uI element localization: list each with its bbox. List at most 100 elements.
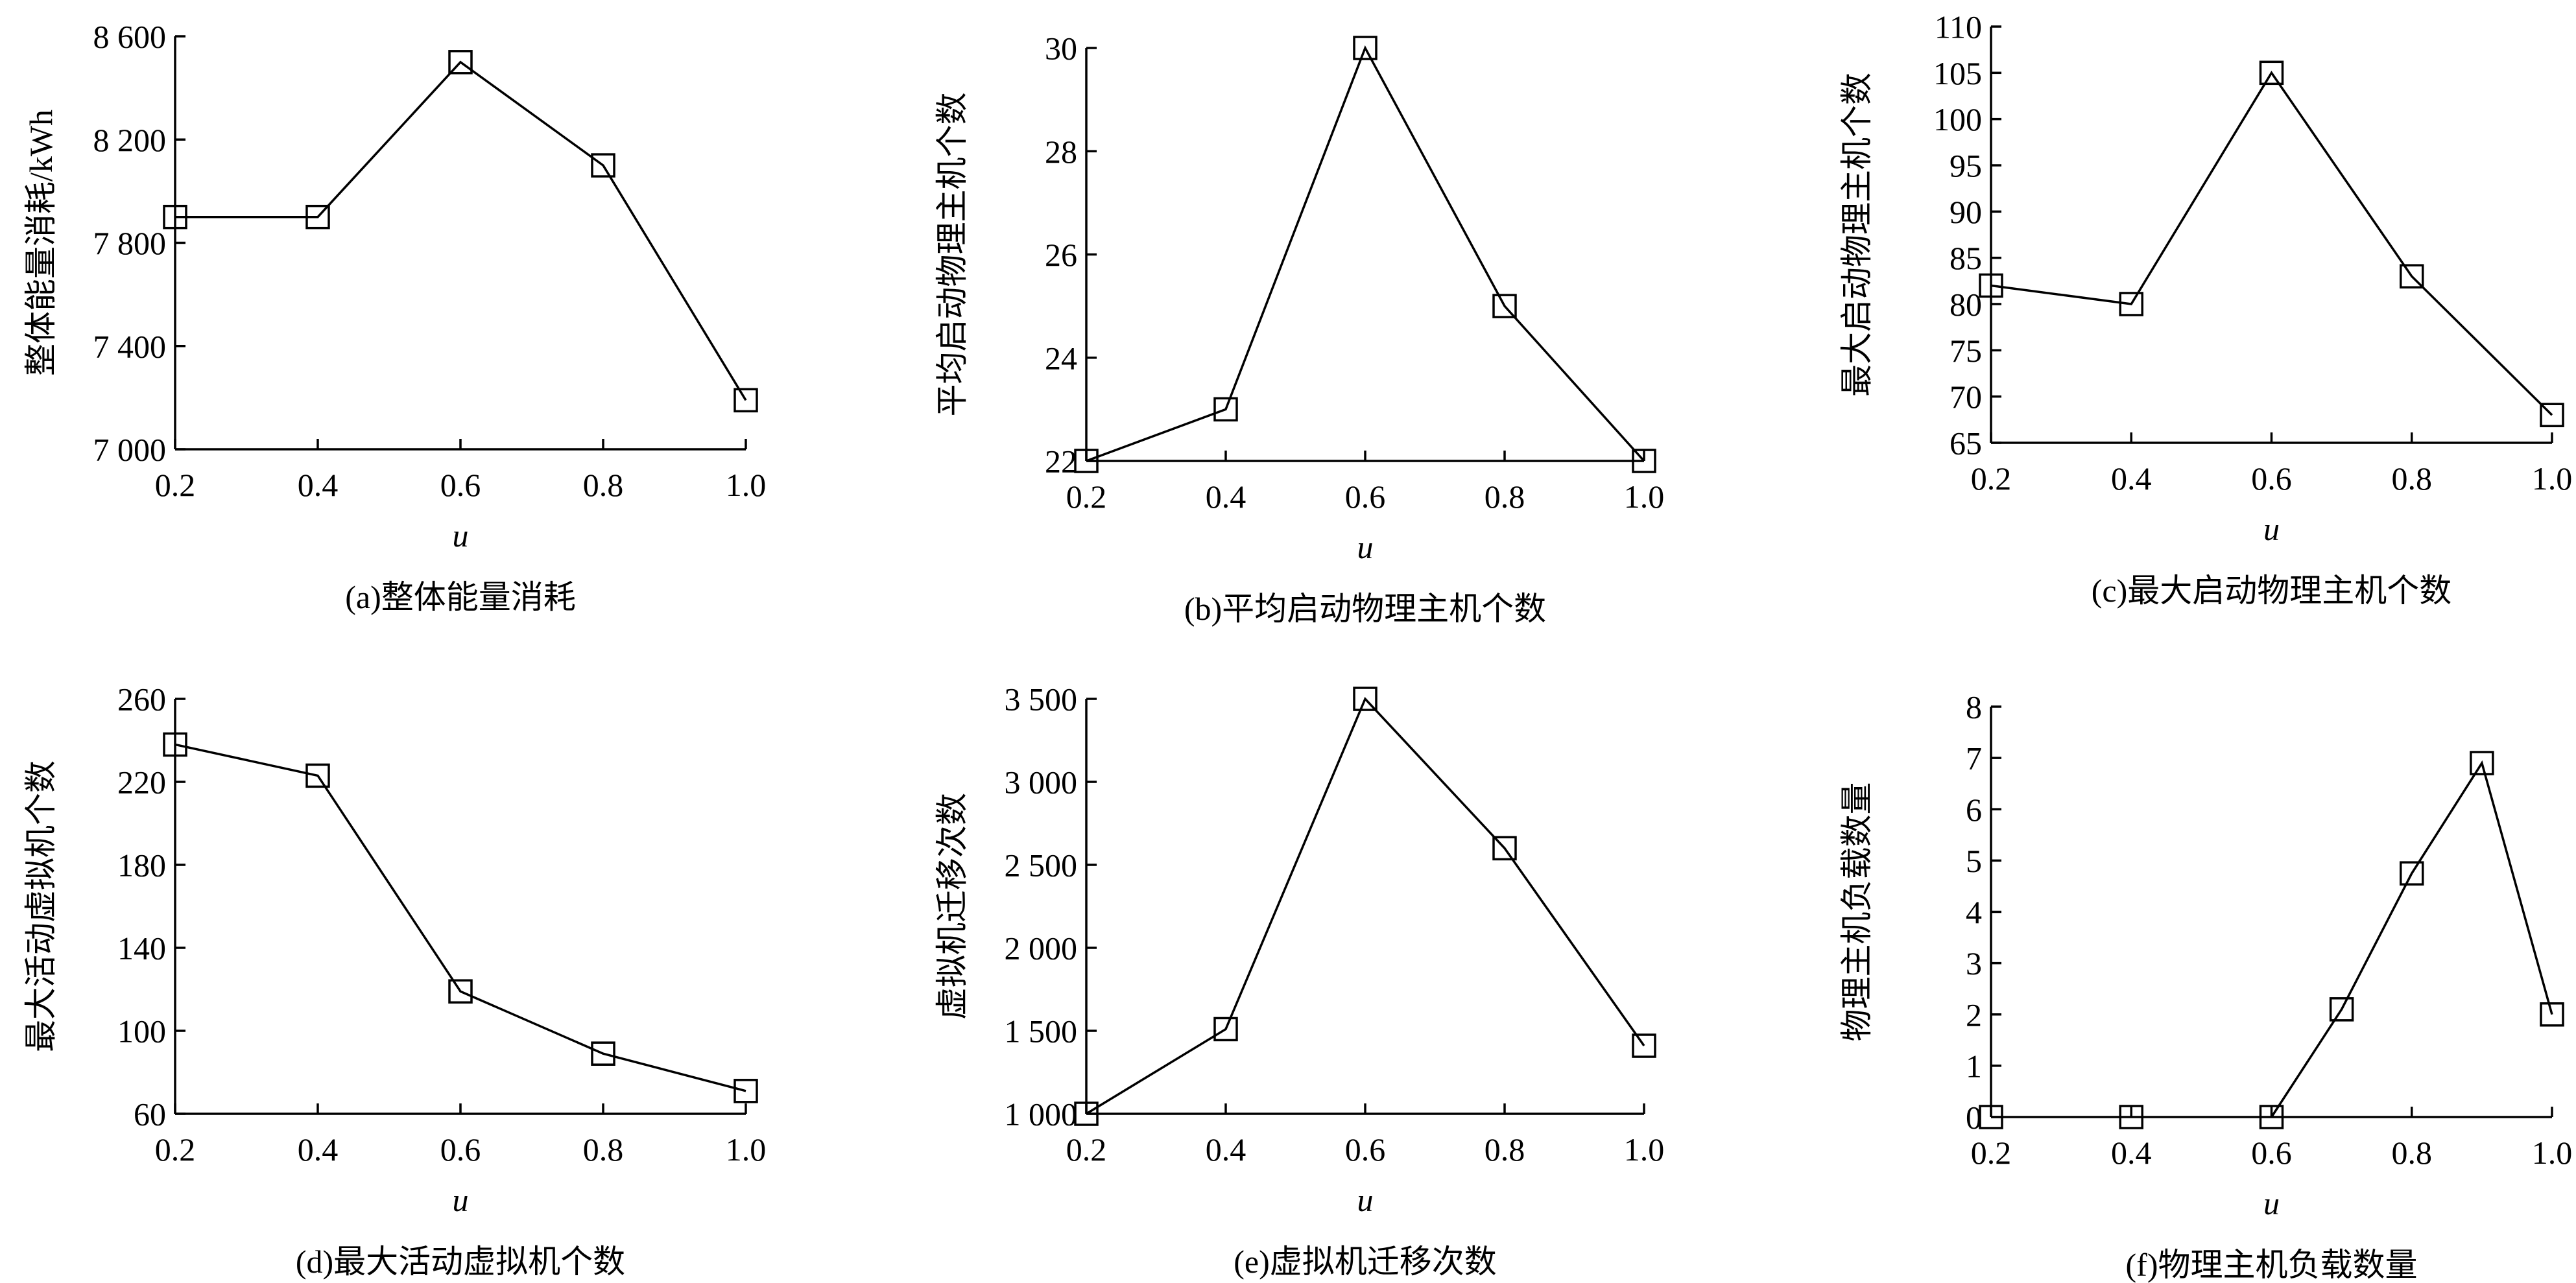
x-tick-label: 0.4: [2111, 1135, 2152, 1171]
y-tick-label: 3 000: [1005, 764, 1078, 801]
y-tick-label: 7 400: [93, 328, 167, 364]
x-axis-label: u: [1357, 1182, 1374, 1218]
chart-panel-b: 22 24 26 28 30 0.2 0.4 0.6 0.8 1.0 u 平均启动物理主机个数 (b)平…: [934, 30, 1664, 628]
y-tick-label: 7 800: [93, 225, 167, 261]
y-tick-label: 22: [1045, 443, 1077, 480]
y-axis-label: 整体能量消耗/kWh: [23, 110, 59, 376]
series-line: [174, 743, 746, 1092]
y-tick-label: 8 200: [93, 122, 167, 158]
x-tick-label: 0.8: [2392, 460, 2433, 497]
x-tick-label: 0.8: [2392, 1135, 2433, 1171]
chart-caption: (d)最大活动虚拟机个数: [296, 1243, 625, 1280]
data-point-marker: [448, 979, 473, 1004]
chart-caption: (e)虚拟机迁移次数: [1234, 1243, 1497, 1280]
y-tick-label: 100: [117, 1013, 166, 1050]
y-tick-label: 75: [1950, 333, 1982, 369]
chart-panel-a: 7 000 7 400 7 800 8 200 8 600 0.2 0.4 0.6 0.8 1.0…: [23, 19, 766, 616]
data-point-marker: [2119, 292, 2143, 316]
x-tick-label: 0.6: [440, 1131, 481, 1168]
data-point-marker: [163, 204, 187, 230]
y-axis-label: 物理主机负载数量: [1839, 783, 1875, 1042]
data-point-marker: [1492, 294, 1517, 318]
data-point-marker: [1074, 449, 1099, 473]
series-line: [2271, 760, 2553, 1118]
data-point-marker: [591, 153, 615, 178]
x-tick-label: 0.2: [1971, 1135, 2012, 1171]
y-axis-label: 虚拟机迁移次数: [934, 793, 970, 1020]
y-tick-label: 1 000: [1005, 1096, 1078, 1133]
x-tick-label: 0.4: [298, 467, 339, 503]
y-tick-label: 100: [1933, 101, 1982, 137]
data-point-marker: [1979, 273, 2003, 298]
data-point-marker: [1632, 449, 1656, 473]
data-point-marker: [2540, 403, 2564, 427]
series-line: [1086, 696, 1645, 1115]
y-tick-label: 1: [1966, 1048, 1982, 1084]
chart-caption: (c)最大启动物理主机个数: [2092, 572, 2452, 609]
chart-caption: (a)整体能量消耗: [345, 579, 576, 615]
data-point-marker: [448, 50, 473, 75]
series-line: [1086, 45, 1645, 462]
y-tick-label: 140: [117, 930, 166, 967]
x-tick-label: 0.6: [2251, 1135, 2292, 1171]
chart-caption: (b)平均启动物理主机个数: [1184, 591, 1546, 627]
data-point-marker: [733, 388, 758, 413]
data-point-marker: [2470, 751, 2494, 775]
x-tick-label: 0.2: [1066, 1131, 1107, 1168]
chart-panel-e: 1 000 1 500 2 000 2 500 3 000 3 500 0.2 0.4 0.6 0…: [934, 681, 1664, 1280]
data-point-marker: [1213, 1017, 1238, 1042]
data-point-marker: [1353, 36, 1377, 60]
x-tick-label: 0.2: [1066, 478, 1107, 515]
data-point-marker: [591, 1041, 615, 1066]
y-tick-label: 60: [134, 1096, 166, 1133]
y-tick-label: 90: [1950, 194, 1982, 230]
data-point-marker: [2259, 60, 2284, 86]
chart-caption: (f)物理主机负载数量: [2126, 1247, 2418, 1283]
x-tick-label: 0.4: [1206, 478, 1246, 515]
y-tick-label: 7 000: [93, 432, 167, 468]
x-tick-label: 0.4: [1206, 1131, 1246, 1168]
y-tick-label: 220: [117, 764, 166, 801]
x-tick-label: 0.6: [2251, 460, 2292, 497]
x-axis-label: u: [453, 517, 469, 554]
y-tick-label: 85: [1950, 240, 1982, 276]
data-point-marker: [2400, 264, 2424, 288]
y-tick-label: 2 000: [1005, 930, 1078, 967]
data-point-marker: [1213, 397, 1238, 422]
y-tick-label: 95: [1950, 148, 1982, 184]
x-tick-label: 0.6: [440, 467, 481, 503]
data-point-marker: [163, 732, 187, 757]
y-axis-label: 最大活动虚拟机个数: [23, 760, 59, 1052]
series-line: [175, 60, 747, 401]
data-point-marker: [733, 1079, 758, 1103]
data-point-marker: [1353, 687, 1377, 711]
x-tick-label: 1.0: [726, 1131, 767, 1168]
data-point-marker: [1074, 1101, 1099, 1126]
y-tick-label: 3: [1966, 945, 1982, 982]
y-tick-label: 26: [1045, 237, 1077, 273]
x-axis-label: u: [2263, 511, 2280, 547]
x-tick-label: 0.8: [583, 1131, 624, 1168]
x-tick-label: 0.4: [2111, 460, 2152, 497]
x-axis-label: u: [453, 1182, 469, 1218]
y-tick-label: 3 500: [1005, 681, 1078, 718]
chart-panel-c: 65 70 75 80 85 90 95 100 105 110 0.2 0.4 0.6 0.8 1.0 u 最…: [1839, 9, 2572, 609]
chart-panel-d: 60 100 140 180 220 260 0.2 0.4 0.6 0.8 1.0 u 最大活动虚拟机…: [23, 681, 766, 1280]
y-tick-label: 6: [1966, 792, 1982, 828]
x-tick-label: 1.0: [1624, 478, 1665, 515]
y-tick-label: 2: [1966, 996, 1982, 1033]
x-tick-label: 0.6: [1345, 478, 1386, 515]
data-point-marker: [2400, 861, 2424, 886]
x-tick-label: 1.0: [1624, 1131, 1665, 1168]
y-tick-label: 80: [1950, 287, 1982, 323]
y-tick-label: 8: [1966, 689, 1982, 725]
x-tick-label: 0.8: [1485, 478, 1525, 515]
y-tick-label: 7: [1966, 740, 1982, 777]
x-tick-label: 0.2: [1971, 460, 2012, 497]
x-tick-label: 1.0: [2532, 460, 2573, 497]
x-tick-label: 0.4: [298, 1131, 339, 1168]
x-tick-label: 0.6: [1345, 1131, 1386, 1168]
y-tick-label: 4: [1966, 894, 1982, 930]
